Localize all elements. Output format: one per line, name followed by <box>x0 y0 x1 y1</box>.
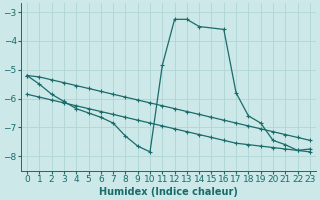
X-axis label: Humidex (Indice chaleur): Humidex (Indice chaleur) <box>99 187 238 197</box>
